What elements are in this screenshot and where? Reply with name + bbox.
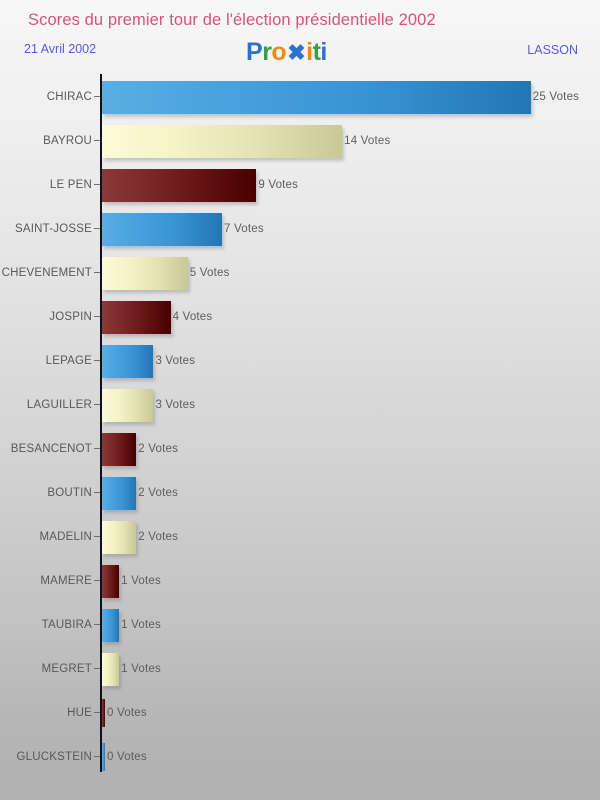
bar-row: LEPAGE 3 Votes (0, 339, 600, 383)
bar-gluckstein[interactable] (102, 743, 105, 771)
logo-letter-4: i (306, 38, 313, 66)
bar-bayrou[interactable] (102, 125, 343, 158)
value-label-megret: 1 Votes (121, 663, 161, 675)
bar-row: MEGRET 1 Votes (0, 647, 600, 691)
logo-letter-0: P (246, 38, 263, 66)
category-label-lepage: LEPAGE (45, 355, 92, 367)
bar-chevenement[interactable] (102, 257, 188, 290)
value-label-besancenot: 2 Votes (138, 443, 179, 455)
axis-tick (94, 140, 100, 141)
value-label-madelin: 2 Votes (138, 531, 179, 543)
chart-subtitle-date: 21 Avril 2002 (24, 42, 97, 56)
value-label-bayrou: 14 Votes (344, 135, 391, 147)
value-label-chevenement: 5 Votes (189, 267, 230, 279)
value-label-saint-josse: 7 Votes (224, 223, 264, 235)
bar-jospin[interactable] (102, 301, 171, 334)
bar-row: TAUBIRA 1 Votes (0, 603, 600, 647)
page-title: Scores du premier tour de l'élection pré… (28, 11, 436, 29)
category-label-madelin: MADELIN (39, 531, 92, 543)
bar-row: BOUTIN 2 Votes (0, 471, 600, 515)
category-label-chevenement: CHEVENEMENT (1, 267, 92, 279)
source-label: LASSON (527, 43, 578, 57)
category-label-mamere: MAMERE (40, 575, 92, 587)
category-label-chirac: CHIRAC (46, 91, 92, 103)
bar-row: CHIRAC 25 Votes (0, 75, 600, 119)
bar-mamere[interactable] (102, 565, 120, 598)
axis-tick (94, 580, 100, 581)
bar-row: SAINT-JOSSE 7 Votes (0, 207, 600, 251)
axis-tick (94, 756, 100, 757)
bar-hue[interactable] (102, 699, 105, 727)
logo-letter-1: r (262, 38, 272, 66)
proxiti-logo: Pro✖iti (246, 38, 327, 67)
axis-tick (94, 360, 100, 361)
category-label-saint-josse: SAINT-JOSSE (15, 223, 92, 235)
category-label-taubira: TAUBIRA (41, 619, 92, 631)
bar-saint-josse[interactable] (102, 213, 223, 246)
category-label-le-pen: LE PEN (49, 179, 92, 191)
value-label-boutin: 2 Votes (138, 487, 179, 499)
category-label-bayrou: BAYROU (43, 135, 92, 147)
axis-tick (94, 184, 100, 185)
value-label-laguiller: 3 Votes (155, 399, 196, 411)
bar-chirac[interactable] (102, 81, 531, 114)
axis-tick (94, 448, 100, 449)
bar-madelin[interactable] (102, 521, 137, 554)
bar-le-pen[interactable] (102, 169, 257, 202)
axis-tick (94, 492, 100, 493)
axis-tick (94, 316, 100, 317)
bar-lepage[interactable] (102, 345, 154, 378)
bar-row: GLUCKSTEIN 0 Votes (0, 735, 600, 779)
bar-row: LE PEN 9 Votes (0, 163, 600, 207)
category-label-boutin: BOUTIN (47, 487, 92, 499)
value-label-taubira: 1 Votes (121, 619, 161, 631)
value-label-le-pen: 9 Votes (258, 179, 299, 191)
bar-besancenot[interactable] (102, 433, 137, 466)
axis-tick (94, 404, 100, 405)
chart-header: Scores du premier tour de l'élection pré… (0, 0, 600, 74)
bar-boutin[interactable] (102, 477, 137, 510)
bar-row: HUE 0 Votes (0, 691, 600, 735)
axis-tick (94, 712, 100, 713)
axis-tick (94, 272, 100, 273)
bar-row: CHEVENEMENT 5 Votes (0, 251, 600, 295)
value-label-lepage: 3 Votes (155, 355, 196, 367)
category-label-besancenot: BESANCENOT (10, 443, 92, 455)
bar-row: JOSPIN 4 Votes (0, 295, 600, 339)
category-label-gluckstein: GLUCKSTEIN (16, 751, 92, 763)
category-label-hue: HUE (67, 707, 92, 719)
logo-letter-3: ✖ (287, 40, 306, 65)
axis-tick (94, 668, 100, 669)
axis-tick (94, 624, 100, 625)
category-label-megret: MEGRET (41, 663, 92, 675)
value-label-chirac: 25 Votes (532, 91, 580, 103)
value-label-hue: 0 Votes (107, 707, 147, 719)
y-axis-line (100, 74, 102, 772)
logo-letter-5: t (312, 38, 321, 66)
bar-row: BESANCENOT 2 Votes (0, 427, 600, 471)
plot-area: CHIRAC 25 Votes BAYROU 14 Votes LE PEN 9 Vote… (0, 74, 600, 800)
bar-row: MADELIN 2 Votes (0, 515, 600, 559)
bar-row: LAGUILLER 3 Votes (0, 383, 600, 427)
value-label-gluckstein: 0 Votes (107, 751, 147, 763)
category-label-laguiller: LAGUILLER (26, 399, 92, 411)
bar-row: MAMERE 1 Votes (0, 559, 600, 603)
category-label-jospin: JOSPIN (49, 311, 92, 323)
axis-tick (94, 228, 100, 229)
value-label-mamere: 1 Votes (121, 575, 161, 587)
axis-tick (94, 536, 100, 537)
value-label-jospin: 4 Votes (172, 311, 213, 323)
axis-tick (94, 96, 100, 97)
logo-letter-6: i (320, 38, 327, 66)
bar-laguiller[interactable] (102, 389, 154, 422)
bar-row: BAYROU 14 Votes (0, 119, 600, 163)
bar-taubira[interactable] (102, 609, 120, 642)
logo-letter-2: o (271, 38, 287, 66)
bar-megret[interactable] (102, 653, 120, 686)
